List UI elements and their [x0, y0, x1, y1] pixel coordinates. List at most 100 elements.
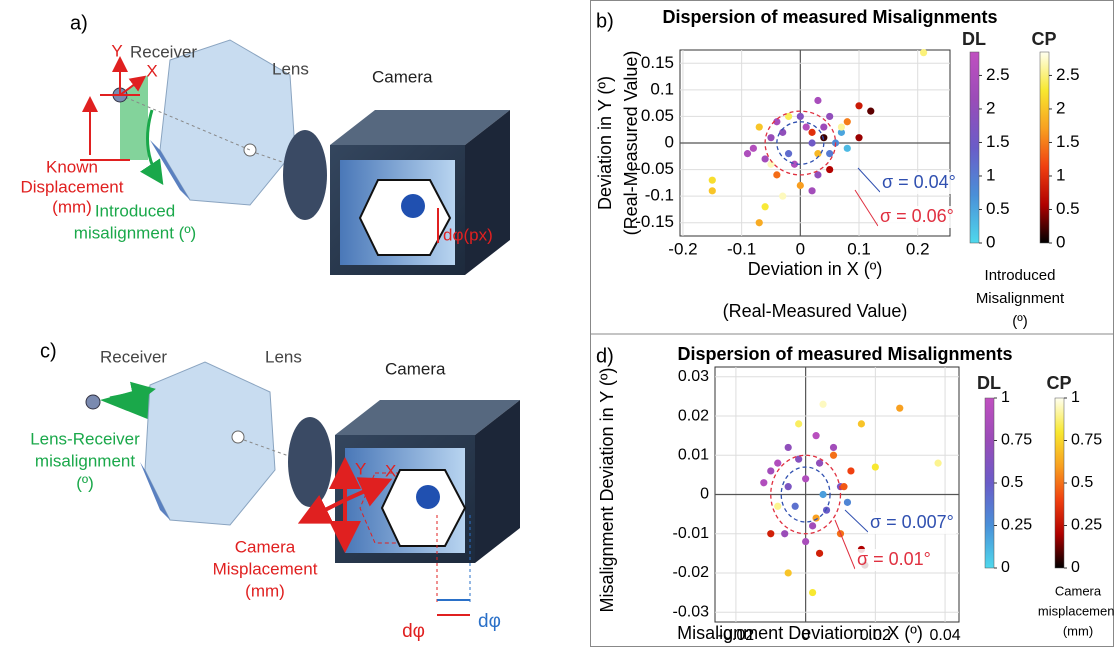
colorbar-tick-label: 1.5	[986, 132, 1010, 151]
data-point	[749, 144, 757, 152]
data-point	[808, 139, 816, 147]
colorbar-label: Introduced	[985, 267, 1056, 284]
colorbar-tick-label: 0.5	[1071, 474, 1093, 491]
y-tick-label: 0.01	[678, 446, 709, 463]
misalignment-arrow	[140, 109, 164, 185]
colorbar-tick-label: 0.5	[1001, 474, 1023, 491]
data-point	[820, 123, 828, 131]
dphi-label: dφ	[478, 611, 501, 632]
target-dot	[401, 194, 425, 218]
data-point	[843, 498, 852, 506]
lens-label: Lens	[265, 347, 302, 366]
x-tick-label: -0.02	[718, 627, 755, 644]
data-point	[802, 537, 810, 546]
annotation: σ = 0.06°	[880, 206, 954, 226]
misalignment-label: Lens-Receiver	[30, 429, 140, 448]
data-point	[857, 420, 866, 428]
annotation-leader	[844, 509, 869, 533]
colorbar-label: Misalignment	[976, 290, 1065, 307]
data-point	[774, 502, 782, 510]
y-tick-label: -0.1	[645, 186, 674, 205]
annotation-bg	[868, 512, 956, 534]
colorbar-tick-label: 1	[1001, 389, 1010, 406]
y-tick-label: -0.02	[673, 564, 710, 581]
data-point	[826, 150, 834, 158]
misalignment-label: Introduced	[95, 201, 175, 220]
axis-label: Y	[111, 41, 122, 60]
colorbar-tick-label: 1	[1071, 389, 1080, 406]
misplacement-label: (mm)	[245, 581, 285, 600]
y-tick-label: 0.02	[678, 407, 709, 424]
panel-label: b)	[596, 10, 614, 32]
receiver	[85, 394, 101, 410]
data-point	[767, 467, 775, 475]
sigma-circle	[764, 110, 837, 176]
data-point	[809, 522, 817, 530]
data-point	[934, 459, 942, 467]
x-axis-label: Deviation in X (º)	[748, 259, 883, 279]
misalignment-label: (º)	[76, 473, 94, 492]
data-point	[826, 112, 834, 121]
y-tick-label: -0.05	[635, 159, 674, 178]
legend-label: DL	[977, 373, 1001, 393]
y-tick-label: -0.01	[673, 525, 710, 542]
data-point	[802, 123, 810, 131]
colorbar-tick-label: 2	[986, 98, 995, 117]
lens	[144, 361, 276, 526]
data-point	[795, 420, 803, 428]
dphi-label: dφ(px)	[443, 225, 493, 244]
sigma-circle	[770, 454, 842, 535]
data-point	[784, 569, 792, 577]
data-point	[819, 400, 827, 408]
y-tick-label: 0.15	[641, 53, 674, 72]
data-point	[784, 150, 793, 158]
sigma-circle	[780, 466, 831, 523]
colorbar-tick-label: 0	[986, 232, 995, 251]
data-point	[815, 459, 824, 467]
axis-label: X	[146, 61, 157, 80]
panel-label: d)	[596, 345, 614, 367]
panel-label: c)	[40, 340, 57, 362]
x-tick-label: 0.02	[860, 627, 891, 644]
colorbar-tick-label: 2.5	[1056, 65, 1080, 84]
colorbar-tick-label: 0.25	[1071, 517, 1102, 534]
misalignment-label: misalignment (º)	[74, 223, 196, 242]
y-tick-label: 0.05	[641, 106, 674, 125]
data-point	[826, 165, 834, 174]
data-point	[755, 219, 763, 227]
colorbar-tick-label: 0.75	[1001, 432, 1032, 449]
data-point	[791, 502, 799, 510]
displacement-label: Displacement	[21, 177, 124, 196]
annotation-leader	[834, 519, 856, 570]
data-point	[855, 134, 863, 142]
data-point	[843, 144, 851, 152]
target-dot	[416, 485, 440, 509]
colorbar	[1039, 51, 1050, 244]
x-tick-label: 0.2	[906, 239, 930, 258]
colorbar-label: misplacement	[1038, 603, 1114, 618]
data-point	[708, 176, 716, 184]
data-point	[809, 588, 817, 597]
y-axis-label: Misalignment Deviation in Y (º)	[597, 367, 617, 612]
colorbar-label: (º)	[1012, 313, 1027, 330]
legend-label: CP	[1046, 373, 1071, 393]
lens-label: Lens	[272, 59, 309, 78]
colorbar-tick-label: 0.5	[986, 199, 1010, 218]
data-point	[812, 432, 820, 440]
colorbar	[1054, 397, 1065, 569]
colorbar-tick-label: 0	[1056, 232, 1065, 251]
data-point	[808, 187, 816, 195]
data-point	[784, 483, 792, 491]
data-point	[779, 192, 787, 200]
annotation-leader	[854, 189, 879, 227]
misalignment-arrow	[109, 381, 156, 406]
data-point	[829, 451, 838, 459]
legend-label: CP	[1031, 29, 1056, 49]
data-point	[767, 160, 775, 168]
data-point	[814, 96, 822, 105]
data-point	[802, 475, 810, 483]
x-tick-label: -0.2	[668, 239, 697, 258]
camera-label: Camera	[372, 67, 433, 86]
data-point	[829, 443, 838, 452]
y-tick-label: 0	[665, 132, 674, 151]
